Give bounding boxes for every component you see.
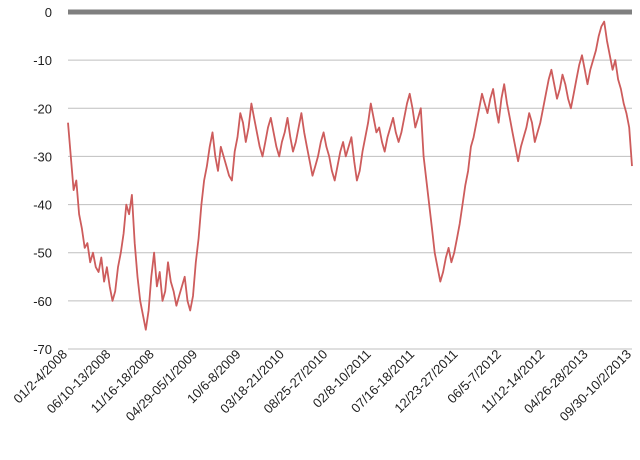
y-tick-label: -10 (33, 53, 52, 68)
series-layer (67, 20, 633, 331)
y-tick-label: -30 (33, 149, 52, 164)
y-tick-label: -40 (33, 198, 52, 213)
y-tick-label: 0 (45, 5, 52, 20)
x-axis: 01/2-4/200806/10-13/200811/16-18/200804/… (10, 347, 634, 425)
y-tick-label: -50 (33, 246, 52, 261)
y-axis: 0 -10 -20 -30 -40 -50 -60 -70 (33, 5, 52, 357)
series-line (67, 20, 633, 331)
y-tick-label: -20 (33, 101, 52, 116)
grid-layer (68, 9, 632, 350)
y-tick-label: -70 (33, 342, 52, 357)
y-tick-label: -60 (33, 294, 52, 309)
